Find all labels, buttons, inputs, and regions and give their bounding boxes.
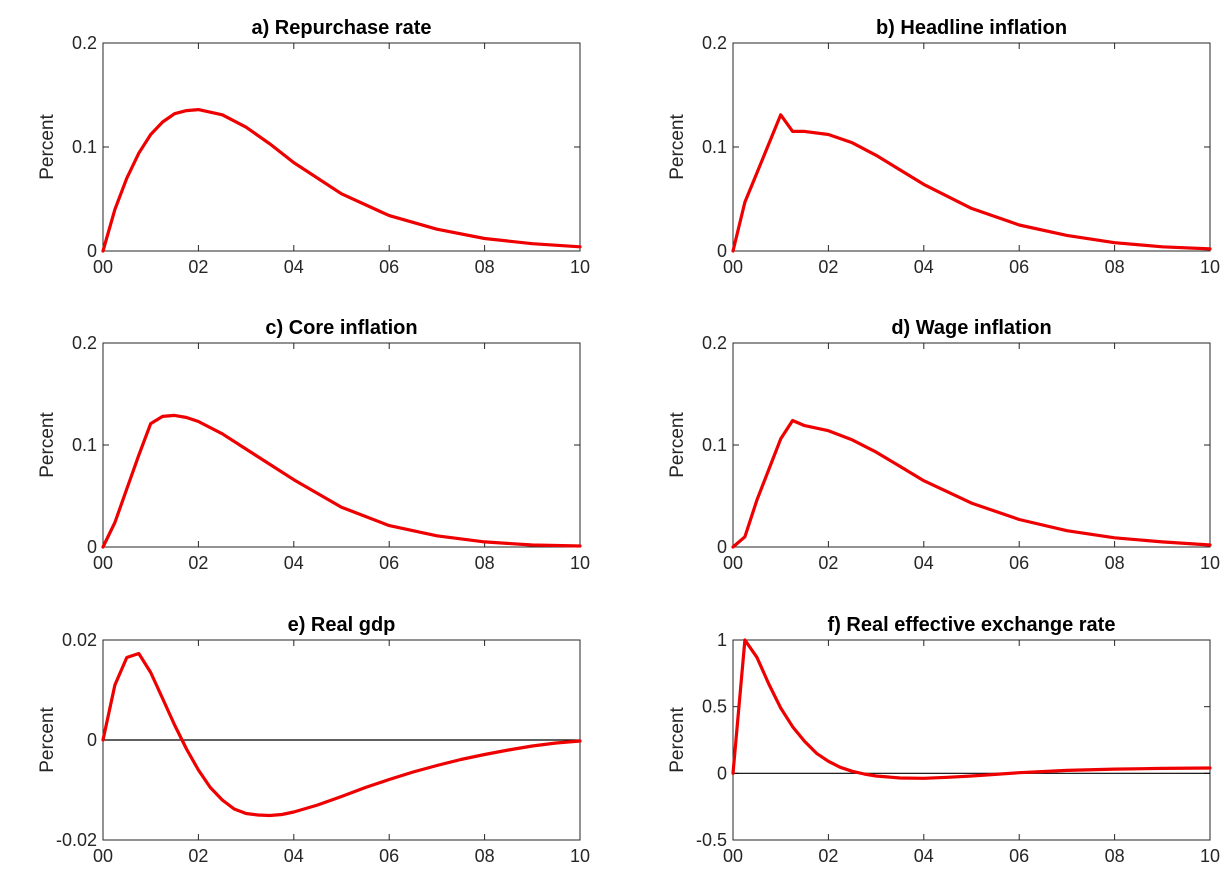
x-tick-label: 10 xyxy=(570,553,590,573)
y-tick-label: 0 xyxy=(717,241,727,261)
y-tick-label: 0 xyxy=(717,537,727,557)
x-tick-label: 00 xyxy=(93,846,113,866)
impulse-response-line xyxy=(101,651,582,818)
plot-frame xyxy=(732,42,1211,252)
panel-title: f) Real effective exchange rate xyxy=(828,614,1116,636)
x-tick-label: 08 xyxy=(475,257,495,277)
y-tick-label: -0.02 xyxy=(56,830,97,850)
y-tick-label: 0.2 xyxy=(72,333,97,353)
y-tick-label: 0 xyxy=(717,763,727,783)
panel-d: d) Wage inflation Percent 00 02 04 06 08 10 0 0.1… xyxy=(667,317,1220,573)
x-tick-label: 04 xyxy=(914,553,934,573)
y-tick-label: 0.1 xyxy=(702,435,727,455)
x-tick-label: 02 xyxy=(818,846,838,866)
x-tick-label: 06 xyxy=(1009,553,1029,573)
panel-c: c) Core inflation Percent 00 02 04 06 08 10 0 0.1… xyxy=(37,317,590,573)
y-axis-label: Percent xyxy=(37,412,58,478)
x-tick-label: 10 xyxy=(570,846,590,866)
y-axis-label: Percent xyxy=(667,412,688,478)
x-tick-label: 06 xyxy=(1009,257,1029,277)
x-tick-label: 04 xyxy=(914,846,934,866)
x-tick-label: 02 xyxy=(818,553,838,573)
y-tick-label: 0.1 xyxy=(702,137,727,157)
y-tick-label: 0 xyxy=(87,241,97,261)
x-tick-label: 10 xyxy=(570,257,590,277)
y-tick-label: 0.02 xyxy=(62,630,97,650)
impulse-response-line xyxy=(731,638,1212,780)
plot-frame xyxy=(732,639,1211,841)
x-tick-label: 10 xyxy=(1200,846,1220,866)
plot-frame xyxy=(732,342,1211,548)
x-tick-label: 00 xyxy=(93,257,113,277)
y-tick-label: 0.5 xyxy=(702,697,727,717)
panel-a: a) Repurchase rate Percent 00 02 04 06 08 10 0 0.… xyxy=(37,17,590,277)
x-tick-label: 06 xyxy=(379,257,399,277)
x-tick-label: 04 xyxy=(284,846,304,866)
y-tick-label: 1 xyxy=(717,630,727,650)
x-tick-label: 00 xyxy=(723,846,743,866)
x-tick-label: 04 xyxy=(914,257,934,277)
x-tick-label: 06 xyxy=(1009,846,1029,866)
x-tick-label: 10 xyxy=(1200,553,1220,573)
x-tick-label: 02 xyxy=(188,846,208,866)
x-tick-label: 08 xyxy=(1105,553,1125,573)
x-tick-label: 10 xyxy=(1200,257,1220,277)
impulse-response-line xyxy=(731,113,1212,253)
x-tick-label: 02 xyxy=(188,553,208,573)
x-tick-label: 02 xyxy=(818,257,838,277)
x-tick-label: 08 xyxy=(475,846,495,866)
y-tick-label: 0.1 xyxy=(72,435,97,455)
x-tick-label: 08 xyxy=(1105,846,1125,866)
panel-title: a) Repurchase rate xyxy=(251,17,431,39)
panel-title: b) Headline inflation xyxy=(876,17,1067,39)
impulse-response-line xyxy=(731,418,1212,549)
x-tick-label: 02 xyxy=(188,257,208,277)
panel-f: f) Real effective exchange ratePercent00… xyxy=(667,614,1220,866)
x-tick-label: 06 xyxy=(379,846,399,866)
y-tick-label: 0.2 xyxy=(702,333,727,353)
panel-title: e) Real gdp xyxy=(288,614,396,636)
panel-e: e) Real gdp Percent 00 02 04 06 08 10 -0.02 0 0.02 xyxy=(37,614,590,866)
plot-frame xyxy=(102,342,581,548)
panel-b: b) Headline inflation Percent 00 02 04 06 08 10… xyxy=(667,17,1220,277)
y-tick-label: 0.2 xyxy=(72,33,97,53)
plot-frame xyxy=(102,42,581,252)
panel-title: c) Core inflation xyxy=(265,317,417,339)
panel-title: d) Wage inflation xyxy=(891,317,1051,339)
x-tick-label: 04 xyxy=(284,553,304,573)
x-tick-label: 06 xyxy=(379,553,399,573)
x-tick-label: 04 xyxy=(284,257,304,277)
impulse-response-line xyxy=(101,413,582,549)
impulse-response-line xyxy=(101,107,582,253)
x-tick-label: 00 xyxy=(93,553,113,573)
y-tick-label: 0 xyxy=(87,730,97,750)
y-tick-label: -0.5 xyxy=(696,830,727,850)
y-tick-label: 0 xyxy=(87,537,97,557)
x-tick-label: 00 xyxy=(723,257,743,277)
x-tick-label: 08 xyxy=(475,553,495,573)
y-tick-label: 0.2 xyxy=(702,33,727,53)
x-tick-label: 08 xyxy=(1105,257,1125,277)
x-tick-label: 00 xyxy=(723,553,743,573)
y-tick-label: 0.1 xyxy=(72,137,97,157)
y-axis-label: Percent xyxy=(667,114,688,180)
y-axis-label: Percent xyxy=(667,707,688,773)
y-axis-label: Percent xyxy=(37,707,58,773)
y-axis-label: Percent xyxy=(37,114,58,180)
